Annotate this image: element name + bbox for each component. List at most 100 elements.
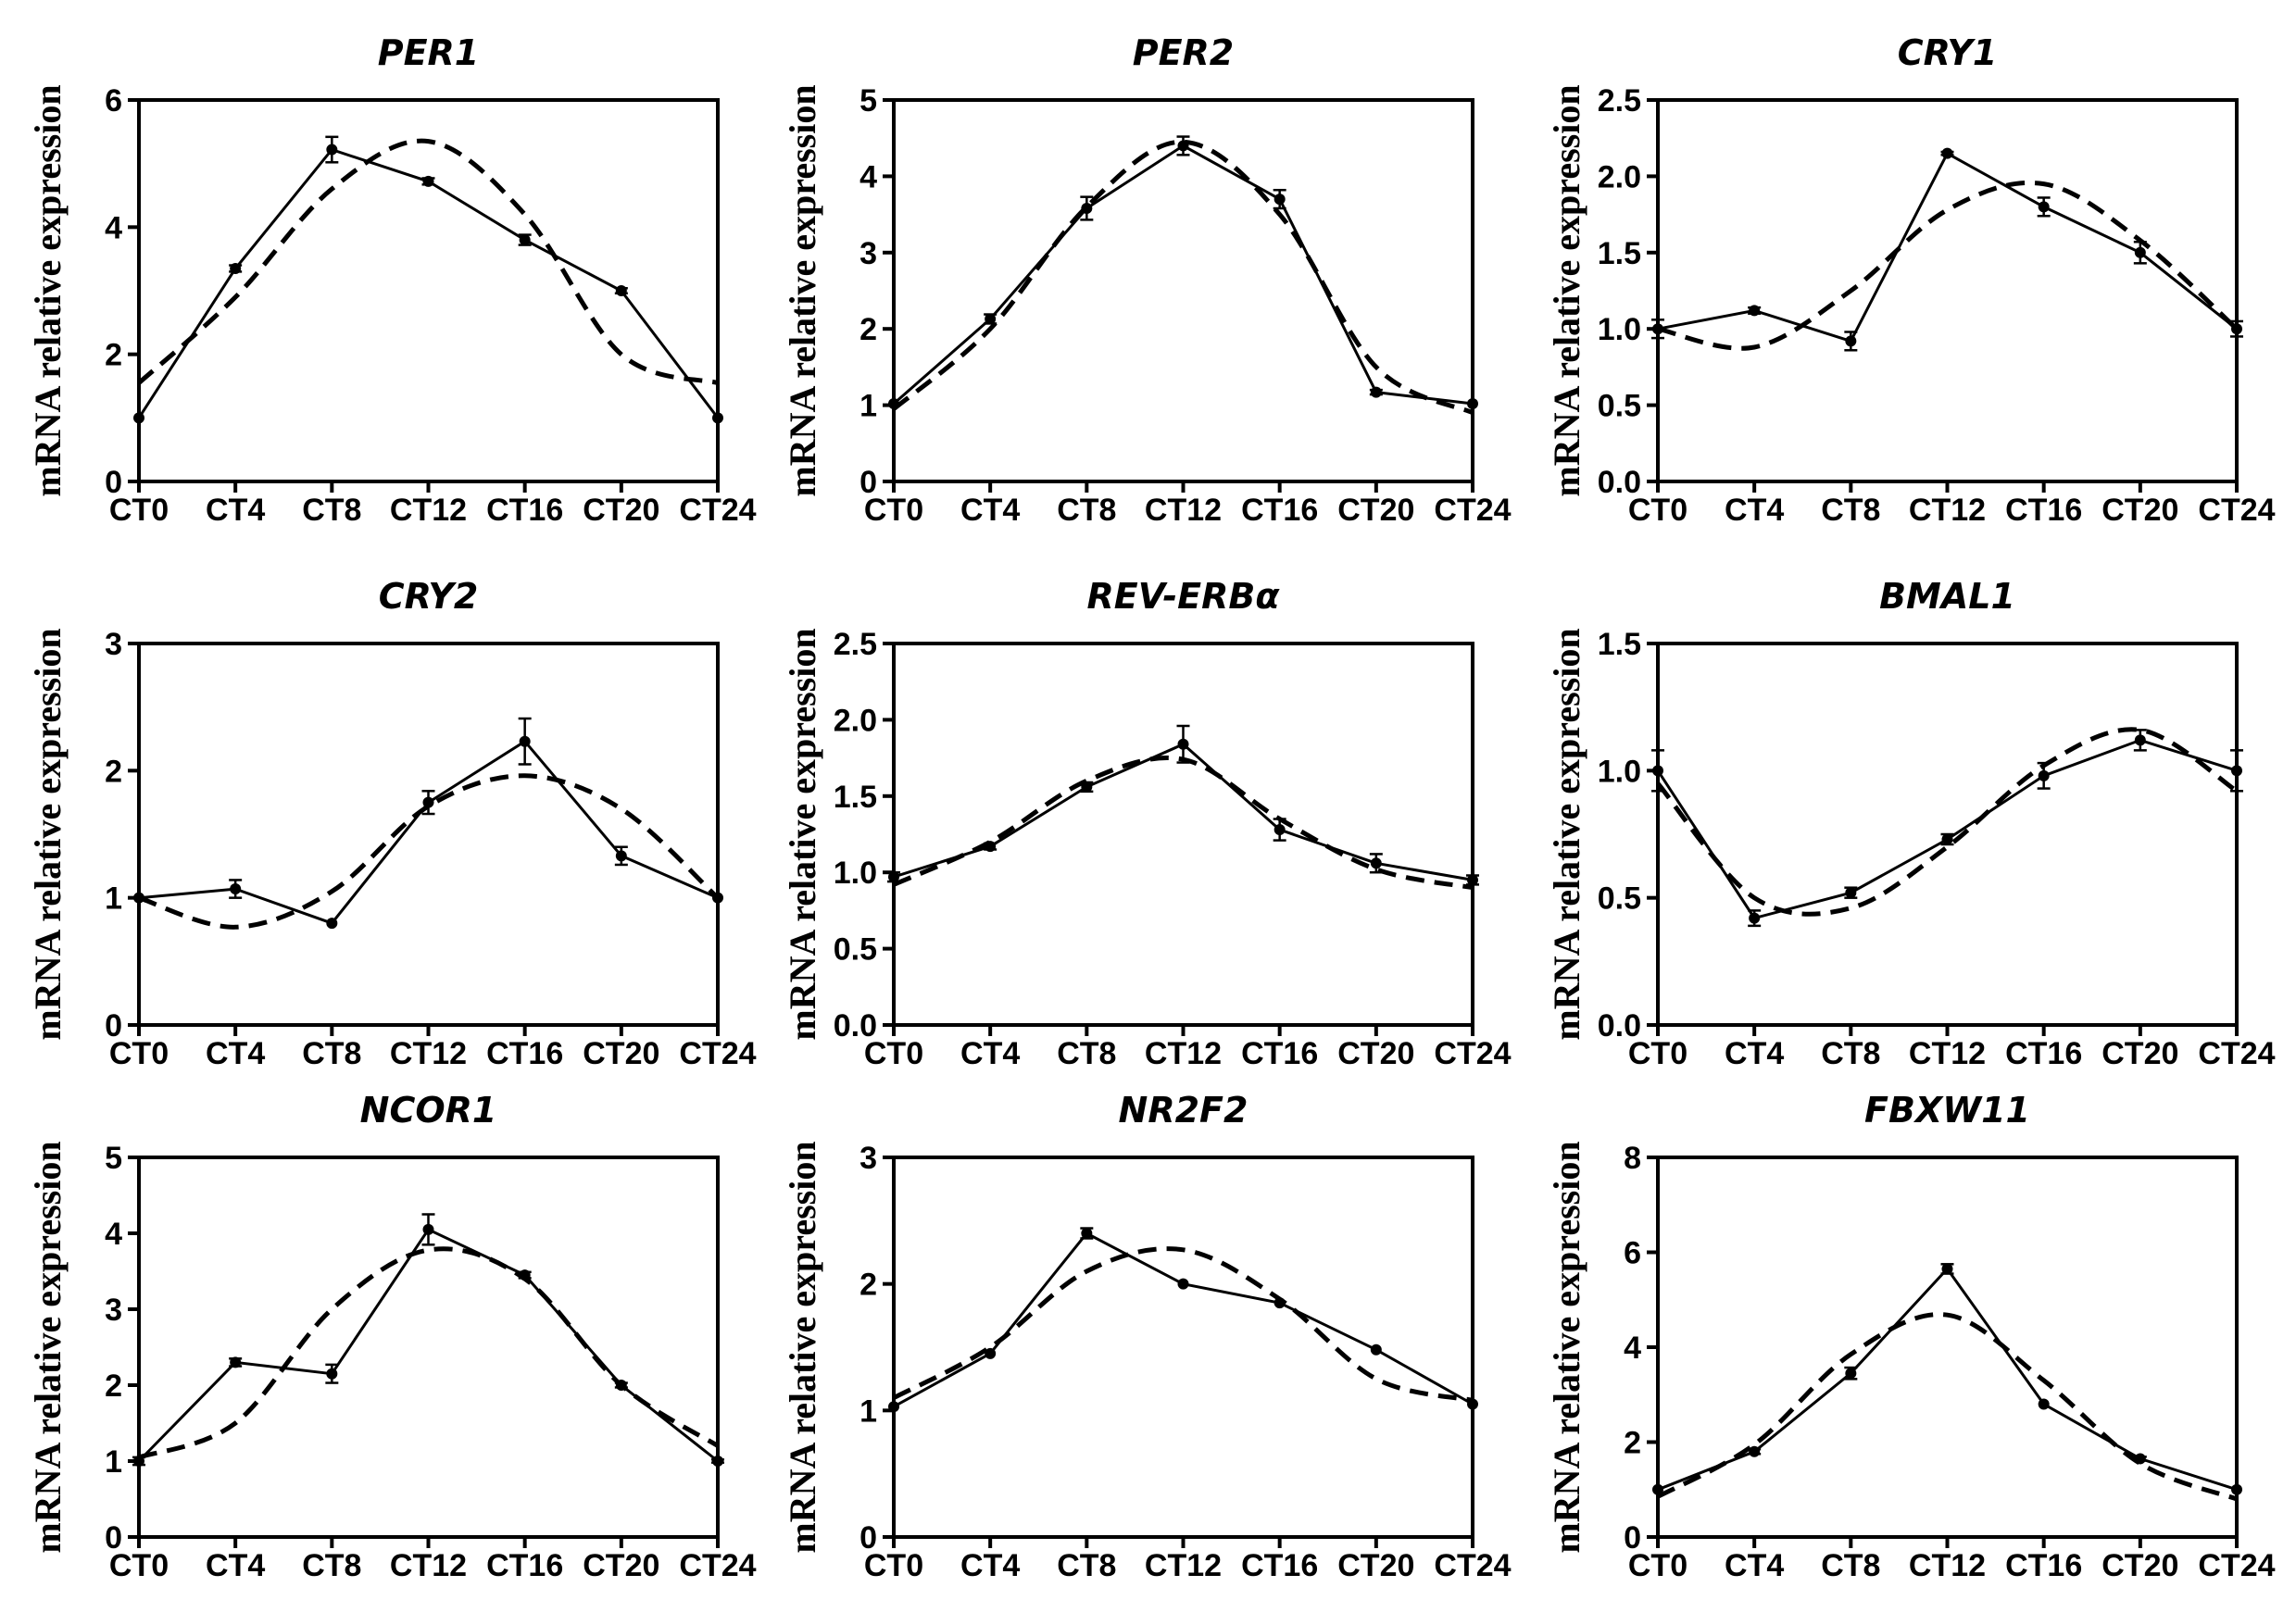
data-point — [230, 883, 242, 895]
y-tick-label: 0.5 — [834, 932, 877, 968]
plot-frame — [892, 98, 1474, 483]
data-point — [519, 735, 531, 747]
chart-panel-8: NR2F2 mRNA relative expression 0 1 2 3 CT0 CT4 C… — [782, 1090, 1512, 1583]
measured-series-line — [138, 739, 719, 925]
y-tick-label: 2 — [105, 754, 122, 789]
chart-panel-2: PER2 mRNA relative expression 0 1 2 3 4 5 CT0 CT4… — [782, 32, 1512, 528]
y-tick-label: 3 — [859, 1141, 877, 1176]
y-tick-label: 2 — [105, 338, 122, 373]
y-tick-label: 1 — [105, 1444, 122, 1480]
y-tick-label: 2.5 — [834, 627, 877, 662]
x-tick-label: CT0 — [864, 1036, 923, 1071]
x-tick-label: CT24 — [2198, 1548, 2275, 1583]
data-point — [519, 234, 531, 246]
x-tick-label: CT20 — [1337, 493, 1414, 528]
plot-frame — [137, 642, 720, 1027]
y-tick-label: 1 — [859, 1393, 877, 1429]
y-tick-label: 5 — [105, 1141, 122, 1176]
measured-series-line — [893, 743, 1474, 881]
y-tick-label: 1.0 — [1598, 312, 1641, 347]
chart-title: PER2 — [1133, 32, 1235, 73]
data-point — [230, 1356, 242, 1368]
y-tick-label: 0 — [859, 465, 877, 500]
y-axis-title: mRNA relative expression — [1546, 1141, 1587, 1553]
data-point — [326, 918, 338, 930]
x-tick-label: CT20 — [583, 1036, 659, 1071]
data-point — [2231, 765, 2242, 777]
data-point — [888, 397, 899, 409]
chart-title: BMAL1 — [1879, 576, 2015, 617]
x-tick-label: CT8 — [1057, 493, 1116, 528]
y-tick-label: 6 — [105, 83, 122, 119]
chart-title: NR2F2 — [1119, 1090, 1248, 1131]
x-tick-label: CT4 — [960, 1548, 1020, 1583]
x-tick-label: CT12 — [390, 1036, 467, 1071]
data-point — [615, 1380, 627, 1391]
data-point — [2038, 1398, 2050, 1410]
data-point — [1749, 1445, 1761, 1457]
x-tick-label: CT0 — [109, 1548, 169, 1583]
data-point — [1370, 857, 1382, 869]
measured-series-line — [893, 1231, 1474, 1408]
chart-panel-6: BMAL1 mRNA relative expression 0.0 0.5 1.0 1.… — [1546, 576, 2276, 1071]
y-axis-title: mRNA relative expression — [782, 84, 823, 496]
chart-title: CRY2 — [379, 576, 479, 617]
fitted-curve-dashed — [892, 1246, 1474, 1403]
x-tick-label: CT20 — [2102, 1548, 2178, 1583]
data-point — [888, 871, 899, 883]
y-tick-label: 2.5 — [1598, 83, 1641, 119]
y-tick-label: 1 — [105, 881, 122, 917]
data-point — [422, 1223, 434, 1235]
chart-panel-4: CRY2 mRNA relative expression 0 1 2 3 CT0 CT4 CT… — [27, 576, 757, 1071]
x-tick-label: CT8 — [302, 1548, 361, 1583]
x-tick-label: CT0 — [864, 1548, 923, 1583]
x-tick-label: CT4 — [960, 493, 1020, 528]
y-tick-label: 4 — [105, 210, 122, 245]
data-point — [133, 892, 144, 904]
data-point — [1081, 1228, 1093, 1239]
data-point — [712, 892, 723, 904]
data-point — [985, 1347, 997, 1359]
x-tick-label: CT24 — [1434, 1548, 1511, 1583]
data-point — [1749, 305, 1761, 317]
data-point — [2134, 1453, 2146, 1465]
plot-frame — [892, 1156, 1474, 1539]
chart-panel-9: FBXW11 mRNA relative expression 0 2 4 6 8 CT0 CT… — [1546, 1090, 2276, 1583]
fitted-curve-dashed — [138, 1246, 720, 1460]
y-tick-label: 1.5 — [834, 780, 877, 815]
data-point — [1081, 781, 1093, 793]
x-tick-label: CT16 — [2005, 493, 2082, 528]
y-tick-label: 2.0 — [1598, 159, 1641, 194]
data-point — [1467, 874, 1478, 886]
y-axis-title: mRNA relative expression — [1546, 84, 1587, 496]
y-tick-label: 3 — [859, 236, 877, 271]
chart-panel-7: NCOR1 mRNA relative expression 0 1 2 3 4 5 CT0 CT… — [27, 1090, 757, 1583]
data-point — [2231, 323, 2242, 335]
y-tick-label: 0.5 — [1598, 389, 1641, 424]
x-tick-label: CT4 — [206, 493, 265, 528]
x-tick-label: CT4 — [1725, 1548, 1784, 1583]
x-tick-label: CT0 — [1628, 493, 1687, 528]
chart-title: PER1 — [378, 32, 480, 73]
x-tick-label: CT12 — [1909, 1036, 1986, 1071]
data-point — [1941, 1263, 1953, 1275]
fitted-curve-dashed — [138, 773, 720, 930]
y-axis-title: mRNA relative expression — [27, 84, 69, 496]
data-point — [1370, 1343, 1382, 1356]
data-point — [2134, 734, 2146, 746]
x-tick-label: CT0 — [109, 1036, 169, 1071]
x-tick-label: CT20 — [1337, 1548, 1414, 1583]
x-tick-label: CT16 — [486, 1036, 563, 1071]
x-tick-label: CT4 — [206, 1036, 265, 1071]
data-point — [1845, 1368, 1857, 1380]
y-axis-title: mRNA relative expression — [782, 1141, 823, 1553]
data-point — [1273, 1297, 1286, 1309]
x-tick-label: CT12 — [1145, 1548, 1222, 1583]
x-tick-label: CT24 — [679, 493, 756, 528]
chart-title: FBXW11 — [1864, 1090, 2030, 1131]
x-tick-label: CT8 — [1821, 1036, 1880, 1071]
data-point — [1652, 323, 1663, 335]
data-point — [2231, 1483, 2242, 1495]
measured-series-line — [1656, 738, 2238, 920]
